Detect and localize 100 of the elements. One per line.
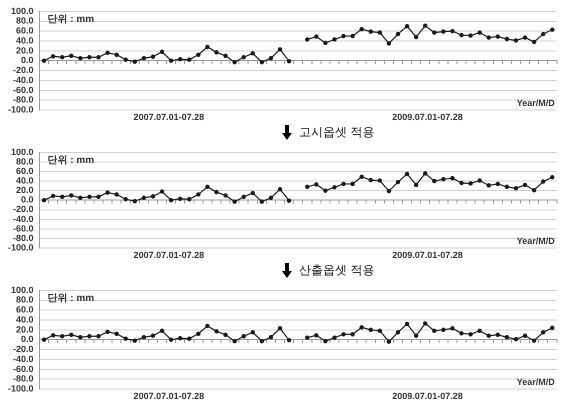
point xyxy=(314,34,319,39)
point xyxy=(386,339,392,344)
point xyxy=(459,32,464,38)
point xyxy=(396,32,400,36)
point xyxy=(87,194,92,200)
point xyxy=(69,193,74,198)
point xyxy=(160,328,164,334)
point xyxy=(42,338,46,342)
point xyxy=(396,330,400,335)
point xyxy=(223,54,228,58)
point xyxy=(242,55,246,60)
point xyxy=(168,198,174,202)
y-tick-label: 100.0 xyxy=(10,146,34,157)
point xyxy=(514,186,518,190)
x-axis-title: Year/M/D xyxy=(516,376,556,387)
point xyxy=(196,192,201,197)
point xyxy=(260,199,264,204)
point xyxy=(150,54,156,59)
point xyxy=(142,56,146,60)
y-tick-label: 100.0 xyxy=(10,284,34,295)
point xyxy=(168,58,174,63)
point xyxy=(305,37,310,42)
text: 2009.07.01-07.28 xyxy=(392,112,463,122)
y-tick-label: -100.0 xyxy=(8,104,34,114)
point xyxy=(504,335,510,340)
point xyxy=(468,332,473,336)
point xyxy=(323,40,328,46)
point xyxy=(432,30,436,35)
y-tick-label: -100.0 xyxy=(8,383,34,394)
point xyxy=(341,34,346,38)
point xyxy=(441,176,446,182)
text: 2007.07.01-07.28 xyxy=(134,112,204,122)
point xyxy=(368,29,373,34)
point xyxy=(522,182,528,188)
y-tick-label: 80.0 xyxy=(16,16,34,26)
point xyxy=(278,326,282,331)
point xyxy=(78,196,83,200)
point xyxy=(532,338,536,343)
point xyxy=(432,328,436,334)
point xyxy=(450,28,455,34)
point xyxy=(486,35,491,40)
point xyxy=(69,54,74,58)
point xyxy=(423,23,428,28)
point xyxy=(214,190,219,194)
point xyxy=(278,47,282,52)
point xyxy=(60,194,64,200)
point xyxy=(78,335,83,340)
point xyxy=(205,184,210,190)
point xyxy=(260,60,264,64)
point xyxy=(305,336,310,340)
point xyxy=(414,34,418,40)
point xyxy=(378,178,382,183)
annotation: 단위 : mm xyxy=(48,293,94,304)
point xyxy=(359,325,364,330)
point xyxy=(350,332,355,336)
point xyxy=(368,178,373,182)
point xyxy=(96,194,101,200)
point xyxy=(242,334,246,338)
y-tick-label: 40.0 xyxy=(16,314,34,324)
point xyxy=(268,56,274,60)
point xyxy=(350,182,355,186)
point xyxy=(332,185,337,190)
point xyxy=(187,197,192,202)
point xyxy=(223,332,228,337)
point xyxy=(540,330,546,335)
point xyxy=(87,55,92,60)
point xyxy=(87,334,92,338)
point xyxy=(232,338,237,344)
point xyxy=(314,333,319,338)
point xyxy=(477,178,482,183)
point xyxy=(514,337,518,342)
y-tick-label: 20.0 xyxy=(16,45,34,56)
y-tick-label: 40.0 xyxy=(16,35,34,46)
point xyxy=(550,27,554,32)
point xyxy=(432,178,436,184)
point xyxy=(168,338,174,342)
point xyxy=(187,336,192,341)
point xyxy=(496,34,500,39)
y-tick-label: 0.0 xyxy=(21,194,34,205)
point xyxy=(550,326,554,330)
point xyxy=(42,198,46,202)
point xyxy=(105,190,110,195)
point xyxy=(532,40,536,44)
point xyxy=(414,182,418,188)
point xyxy=(459,331,464,336)
point xyxy=(396,180,400,184)
point xyxy=(114,332,119,336)
point xyxy=(114,192,119,197)
point xyxy=(196,52,201,57)
point xyxy=(60,334,64,338)
point xyxy=(486,183,491,188)
point xyxy=(441,328,446,332)
point xyxy=(404,322,410,326)
point xyxy=(178,57,182,62)
y-tick-label: 20.0 xyxy=(16,324,34,334)
text: 2007.07.01-07.28 xyxy=(134,390,204,401)
point xyxy=(50,194,56,198)
point xyxy=(223,193,228,198)
point xyxy=(550,175,554,180)
point xyxy=(187,58,192,62)
